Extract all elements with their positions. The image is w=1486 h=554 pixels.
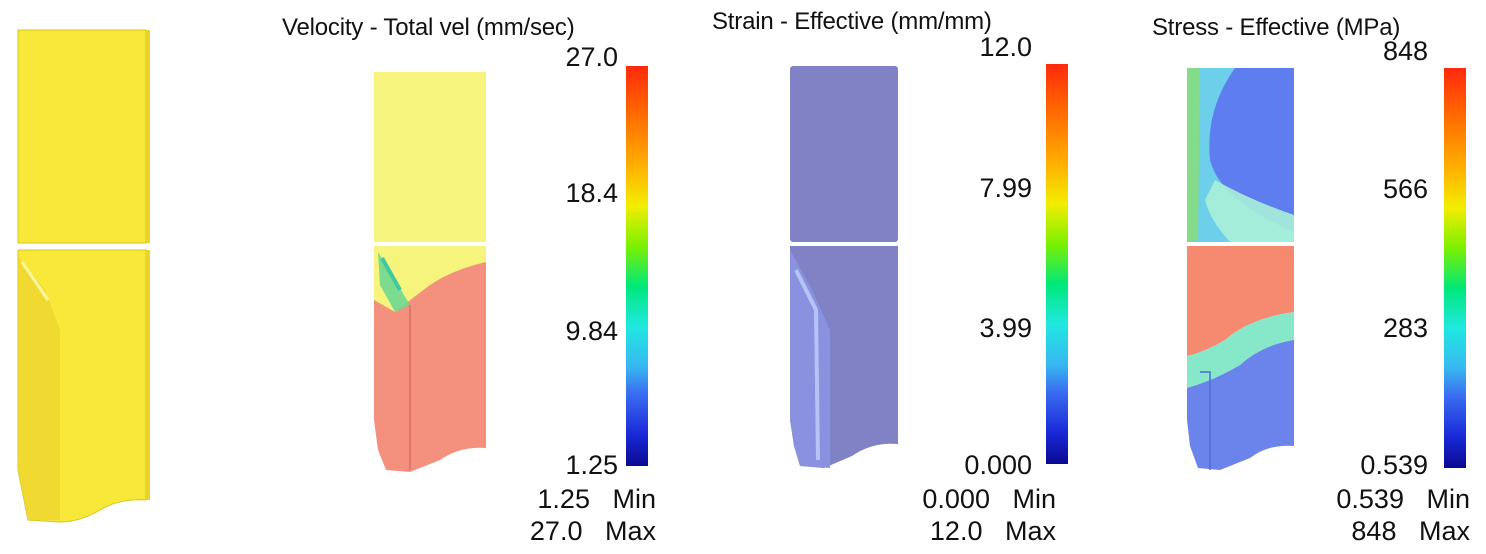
stress-model xyxy=(1187,68,1294,470)
stress-min-label: Min xyxy=(1426,484,1470,514)
velocity-max-row: 27.0 Max xyxy=(476,518,656,545)
strain-title: Strain - Effective (mm/mm) xyxy=(712,8,992,35)
stress-min-value: 0.539 xyxy=(1336,484,1404,514)
stress-min-row: 0.539 Min xyxy=(1290,486,1470,513)
velocity-tick-max: 27.0 xyxy=(565,42,618,72)
velocity-min-row: 1.25 Min xyxy=(476,486,656,513)
strain-color-scale xyxy=(1046,64,1068,464)
velocity-max-label: Max xyxy=(604,516,656,546)
stress-max-label: Max xyxy=(1418,516,1470,546)
stress-tick-max: 848 xyxy=(1382,36,1428,66)
stress-tick-2: 566 xyxy=(1382,174,1428,204)
velocity-color-scale xyxy=(626,66,648,466)
velocity-min-value: 1.25 xyxy=(537,484,590,514)
stress-max-value: 848 xyxy=(1351,516,1397,546)
stress-max-row: 848 Max xyxy=(1290,518,1470,545)
strain-model xyxy=(790,66,898,468)
stress-tick-min: 0.539 xyxy=(1360,450,1428,480)
strain-min-label: Min xyxy=(1012,484,1056,514)
velocity-min-label: Min xyxy=(612,484,656,514)
velocity-tick-3: 9.84 xyxy=(565,316,618,346)
strain-max-value: 12.0 xyxy=(929,516,983,546)
workpiece-initial xyxy=(17,29,150,523)
stress-color-scale xyxy=(1444,68,1466,468)
strain-tick-min: 0.000 xyxy=(964,450,1032,480)
velocity-model xyxy=(374,72,486,472)
velocity-max-value: 27.0 xyxy=(529,516,583,546)
stress-title: Stress - Effective (MPa) xyxy=(1152,14,1401,41)
strain-max-row: 12.0 Max xyxy=(876,518,1056,545)
velocity-tick-min: 1.25 xyxy=(565,450,618,480)
strain-max-label: Max xyxy=(1004,516,1056,546)
strain-min-row: 0.000 Min xyxy=(876,486,1056,513)
velocity-title: Velocity - Total vel (mm/sec) xyxy=(282,14,575,41)
velocity-tick-2: 18.4 xyxy=(565,178,618,208)
strain-tick-3: 3.99 xyxy=(979,313,1032,343)
stress-tick-3: 283 xyxy=(1382,313,1428,343)
strain-min-value: 0.000 xyxy=(922,484,990,514)
strain-tick-max: 12.0 xyxy=(979,32,1032,62)
strain-tick-2: 7.99 xyxy=(979,173,1032,203)
